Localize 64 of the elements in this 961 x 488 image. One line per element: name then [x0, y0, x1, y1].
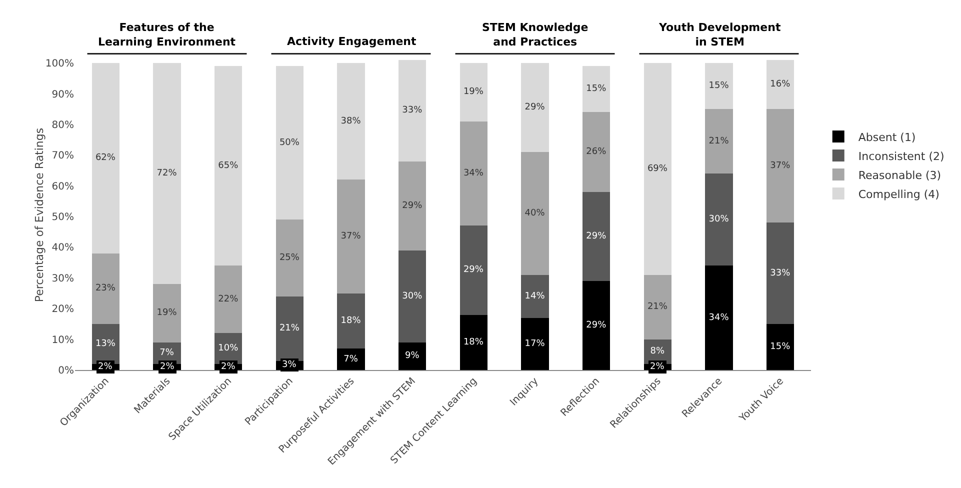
y-axis-title: Percentage of Evidence Ratings	[33, 128, 46, 302]
text: Features of the Learning Environment	[98, 21, 236, 48]
data-label: 19%	[463, 87, 484, 98]
text: Activity Engagement	[287, 35, 416, 48]
data-label: 18%	[340, 316, 362, 326]
text: Youth Development in STEM	[658, 21, 781, 48]
data-label: 62%	[95, 153, 116, 164]
data-label: 30%	[708, 214, 730, 225]
data-label: 7%	[160, 348, 174, 358]
data-label: 29%	[463, 265, 484, 276]
data-label: 29%	[586, 231, 607, 242]
data-label: 21%	[279, 324, 300, 334]
data-label: 21%	[647, 302, 668, 312]
data-label: 37%	[770, 160, 791, 171]
data-label: 40%	[524, 208, 546, 218]
data-label: 34%	[463, 168, 484, 179]
data-label: 34%	[708, 312, 730, 323]
data-label: 23%	[95, 284, 116, 294]
y-tick-label: 70%	[52, 150, 74, 162]
data-label: 38%	[340, 116, 362, 126]
legend-label: Reasonable (3)	[858, 168, 942, 182]
data-label: 29%	[586, 320, 607, 330]
data-label: 9%	[404, 351, 420, 362]
data-label: 33%	[402, 106, 423, 116]
data-label: 8%	[650, 346, 666, 357]
data-label: 13%	[95, 338, 116, 349]
data-label: 15%	[708, 81, 730, 92]
y-tick-label: 0%	[58, 366, 74, 376]
y-tick-label: 30%	[52, 273, 74, 284]
legend-label: Compelling (4)	[858, 188, 940, 201]
data-label: 3%	[282, 360, 297, 370]
data-label: 65%	[218, 160, 239, 171]
data-label: 15%	[586, 84, 607, 94]
data-label: 7%	[344, 354, 358, 364]
y-tick-label: 60%	[52, 181, 74, 192]
data-label: 21%	[708, 136, 730, 146]
y-tick-label: 80%	[52, 120, 74, 131]
data-label: 25%	[279, 252, 300, 263]
legend-label: Absent (1)	[858, 130, 916, 144]
data-label: 22%	[218, 294, 239, 304]
data-label: 18%	[463, 337, 484, 348]
y-tick-label: 20%	[52, 304, 74, 316]
data-label: 72%	[156, 168, 178, 179]
y-tick-label: 10%	[52, 334, 74, 346]
data-label: 26%	[586, 147, 607, 158]
data-label: 29%	[402, 200, 423, 211]
data-label: 29%	[524, 102, 546, 113]
text: STEM Knowledge and Practices	[482, 21, 588, 48]
data-label: 50%	[279, 138, 300, 148]
data-label: 33%	[770, 268, 791, 278]
data-label: 19%	[156, 308, 178, 318]
data-label: 14%	[524, 291, 546, 302]
y-tick-label: 90%	[52, 89, 74, 100]
y-tick-label: 40%	[52, 242, 74, 254]
data-label: 16%	[770, 80, 791, 90]
y-tick-label: 50%	[52, 212, 74, 224]
data-label: 69%	[647, 164, 668, 174]
y-tick-label: 100%	[45, 58, 74, 70]
data-label: 15%	[770, 342, 791, 352]
data-label: 10%	[218, 344, 239, 354]
data-label: 17%	[524, 338, 546, 349]
data-label: 30%	[402, 291, 423, 302]
legend-label: Inconsistent (2)	[858, 150, 944, 163]
data-label: 37%	[340, 231, 362, 242]
